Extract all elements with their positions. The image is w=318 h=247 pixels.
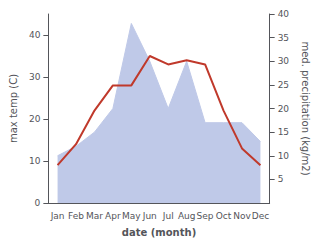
svg-text:max temp (C): max temp (C)	[8, 74, 19, 143]
svg-text:15: 15	[278, 127, 289, 137]
svg-text:0: 0	[35, 198, 41, 208]
svg-text:Apr: Apr	[105, 211, 121, 221]
svg-text:Dec: Dec	[252, 211, 269, 221]
svg-text:date (month): date (month)	[122, 227, 196, 238]
svg-text:Sep: Sep	[197, 211, 214, 221]
svg-text:Oct: Oct	[216, 211, 232, 221]
svg-text:35: 35	[278, 33, 289, 43]
svg-text:25: 25	[278, 80, 289, 90]
svg-text:20: 20	[278, 104, 290, 114]
svg-text:40: 40	[278, 9, 290, 19]
svg-text:10: 10	[278, 151, 290, 161]
svg-text:10: 10	[29, 156, 41, 166]
svg-text:Nov: Nov	[233, 211, 251, 221]
svg-text:Mar: Mar	[86, 211, 103, 221]
svg-text:Jul: Jul	[162, 211, 174, 221]
svg-text:med. precipitation (kg/m2): med. precipitation (kg/m2)	[300, 41, 311, 175]
svg-text:Aug: Aug	[178, 211, 196, 221]
svg-text:May: May	[122, 211, 141, 221]
svg-text:30: 30	[29, 72, 41, 82]
svg-text:40: 40	[29, 30, 41, 40]
svg-text:30: 30	[278, 56, 290, 66]
svg-text:Feb: Feb	[68, 211, 84, 221]
svg-text:Jan: Jan	[50, 211, 65, 221]
svg-text:5: 5	[278, 174, 284, 184]
svg-text:20: 20	[29, 114, 41, 124]
svg-text:Jun: Jun	[142, 211, 157, 221]
